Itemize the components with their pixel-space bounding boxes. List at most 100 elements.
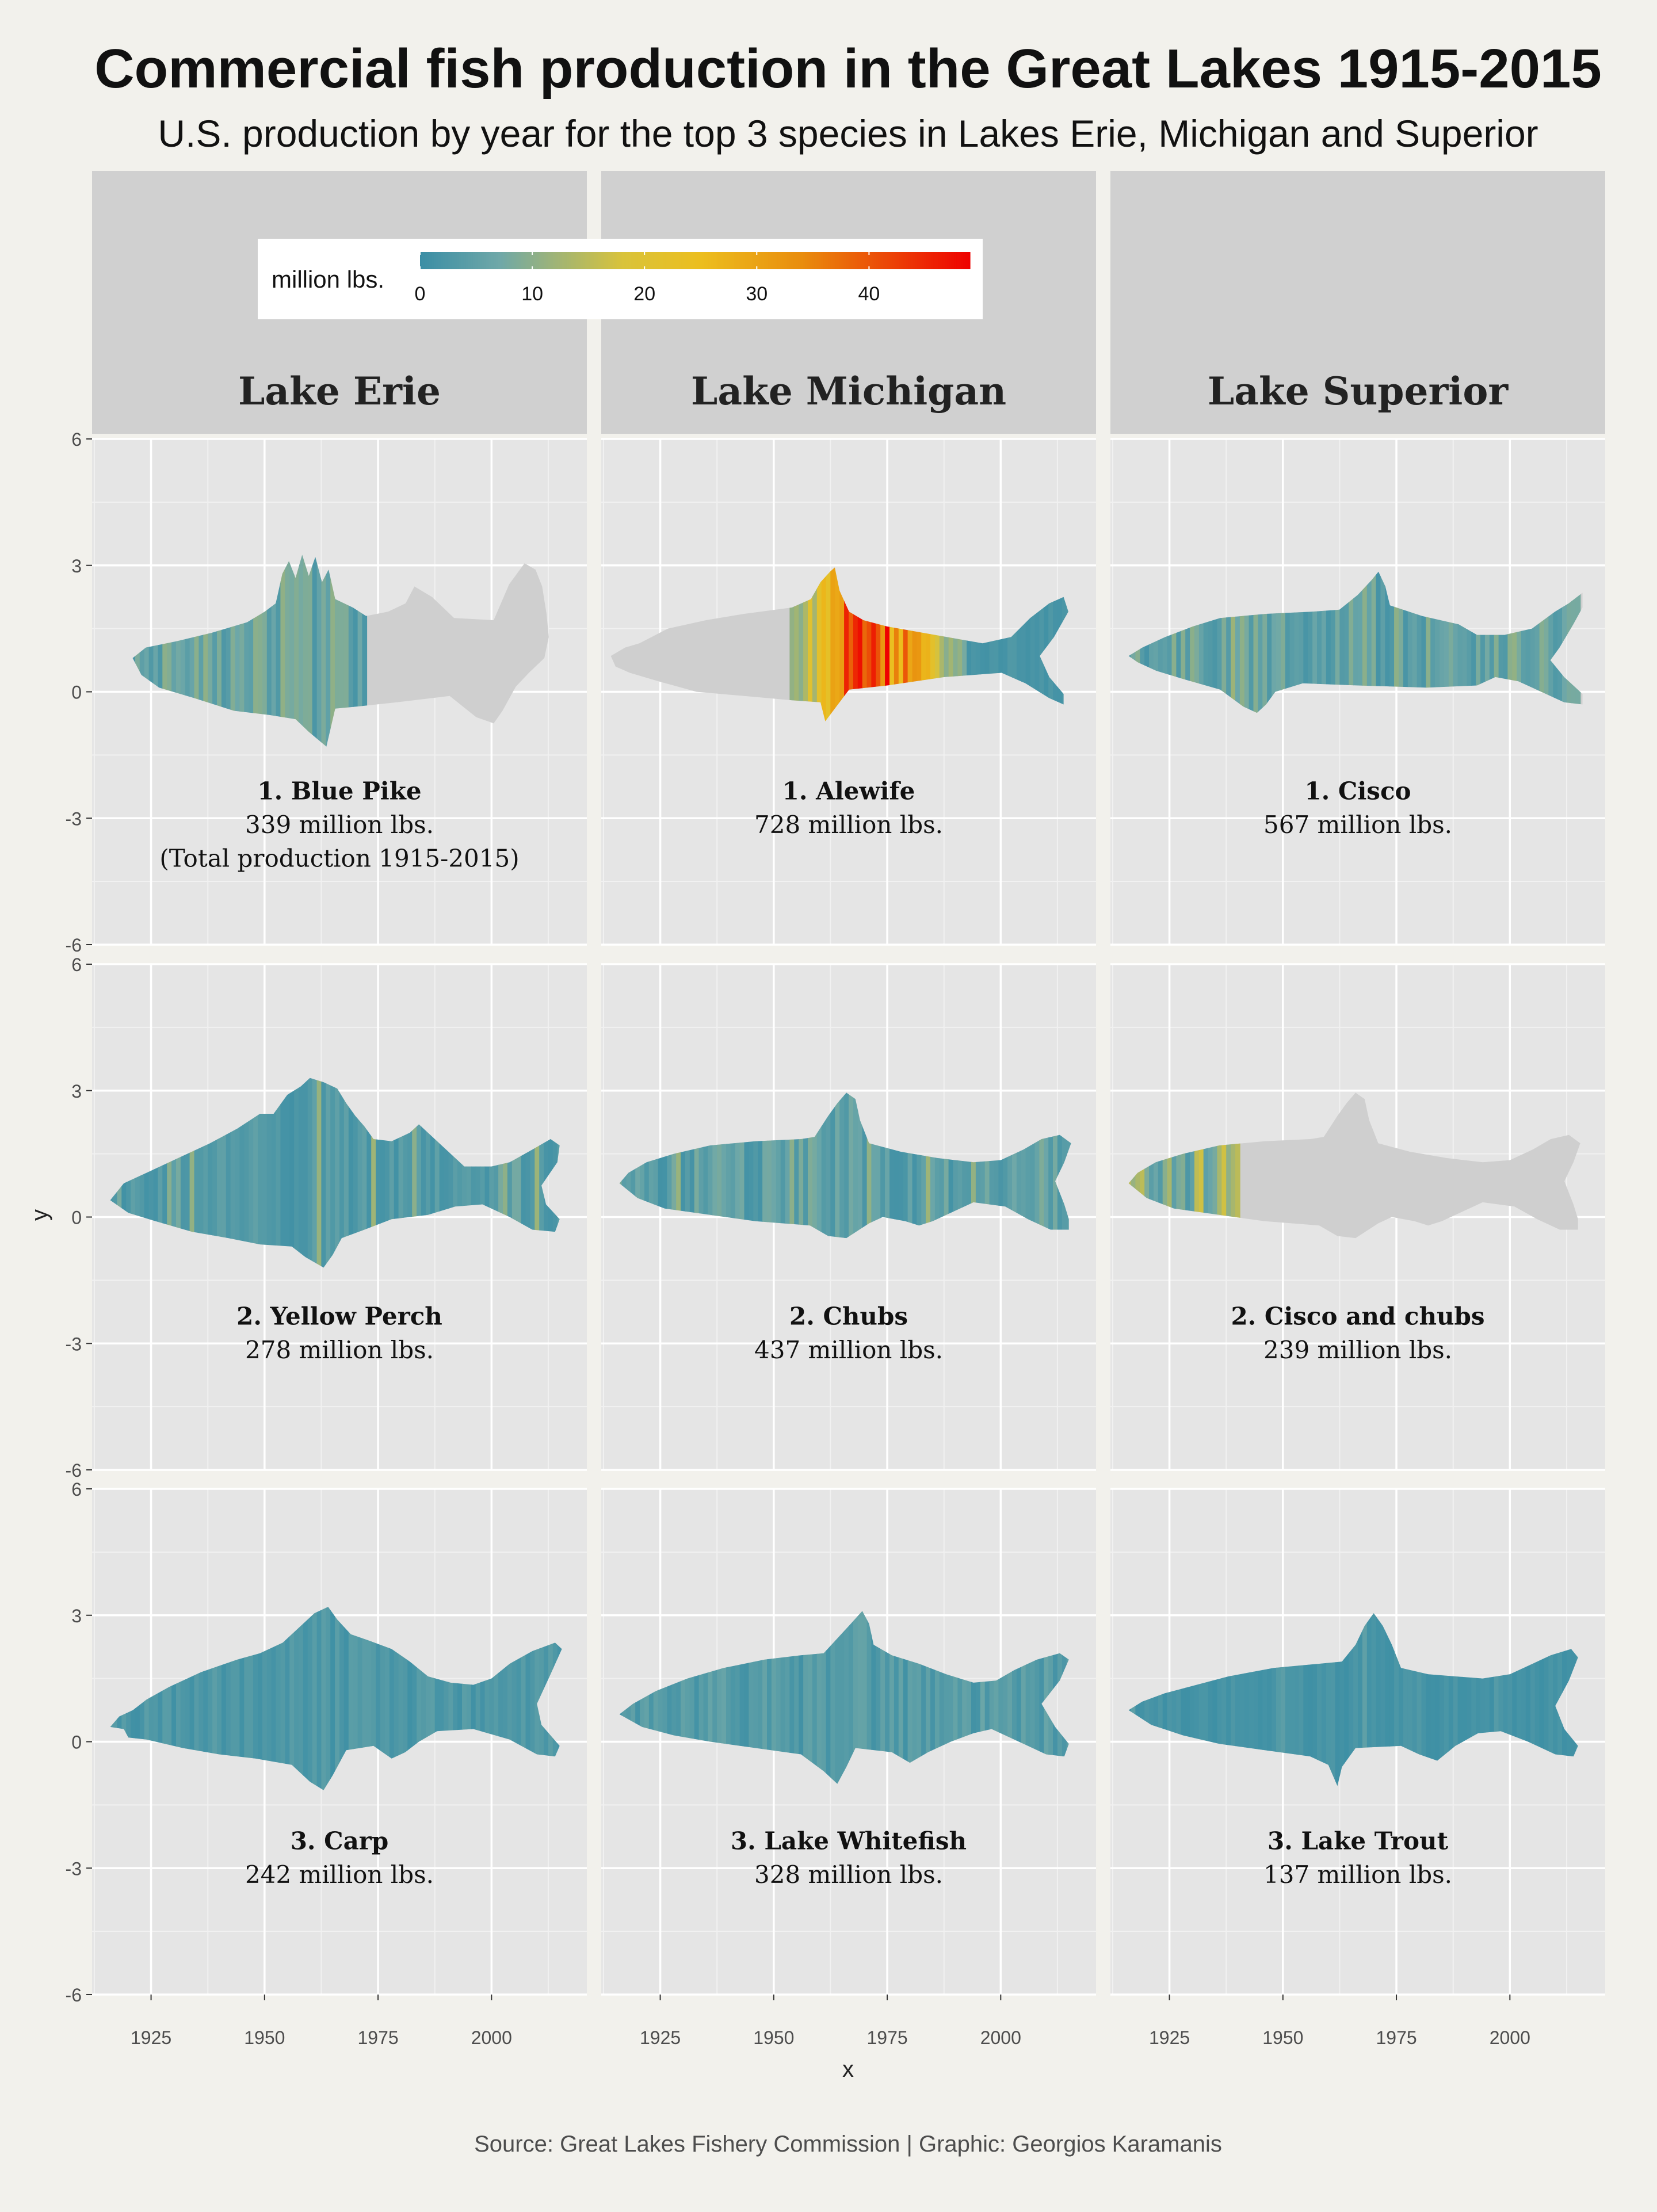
year-stripe — [862, 567, 868, 721]
year-stripe — [849, 1092, 854, 1239]
legend-color-step — [782, 252, 785, 269]
year-stripe — [198, 1607, 204, 1790]
year-stripe — [158, 1607, 163, 1790]
facet-strip-label: Lake Erie — [238, 369, 441, 414]
year-stripe — [235, 555, 240, 747]
year-stripe — [1489, 1613, 1495, 1786]
year-stripe — [1462, 1613, 1468, 1786]
legend-color-step — [704, 252, 707, 269]
legend-tick-label: 20 — [633, 283, 655, 305]
legend-color-step — [860, 252, 863, 269]
year-stripe — [903, 567, 908, 721]
legend-color-step — [770, 252, 774, 269]
legend-color-step — [803, 252, 805, 269]
year-stripe — [735, 1611, 740, 1784]
legend-color-step — [929, 252, 931, 269]
year-stripe — [471, 1607, 476, 1790]
year-stripe — [739, 1092, 745, 1239]
year-stripe — [1276, 571, 1281, 713]
year-stripe — [1476, 571, 1481, 713]
year-stripe — [948, 1092, 954, 1239]
legend-color-step — [883, 252, 886, 269]
year-stripe — [280, 555, 286, 747]
species-label: 1. Alewife — [782, 777, 915, 805]
legend-color-step — [558, 252, 560, 269]
facet-strip-label: Lake Superior — [1208, 369, 1509, 414]
year-stripe — [1517, 571, 1522, 713]
total-label: 339 million lbs. — [245, 811, 434, 839]
year-stripe — [975, 567, 981, 721]
year-stripe — [1349, 1613, 1354, 1786]
year-stripe — [1272, 571, 1277, 713]
year-stripe — [753, 1611, 758, 1784]
year-stripe — [880, 567, 885, 721]
legend-color-step — [621, 252, 625, 269]
year-stripe — [780, 1092, 786, 1239]
year-stripe — [144, 1078, 150, 1268]
year-stripe — [771, 1092, 777, 1239]
year-stripe — [989, 567, 995, 721]
year-stripe — [1176, 1092, 1182, 1239]
year-stripe — [316, 555, 322, 747]
year-stripe — [1149, 1092, 1154, 1239]
year-stripe — [1440, 571, 1445, 713]
legend-color-step — [654, 252, 656, 269]
legend-color-step — [878, 252, 881, 269]
legend-color-step — [628, 252, 632, 269]
legend-color-step — [959, 252, 961, 269]
year-stripe — [425, 1078, 431, 1268]
year-stripe — [403, 1078, 408, 1268]
year-stripe — [853, 567, 858, 721]
legend-color-step — [826, 252, 828, 269]
year-stripe — [1039, 1611, 1045, 1784]
legend-color-step — [889, 252, 893, 269]
year-stripe — [417, 1607, 422, 1790]
year-stripe — [171, 1607, 177, 1790]
year-stripe — [1353, 1613, 1358, 1786]
legend-color-step — [816, 252, 819, 269]
year-stripe — [299, 555, 304, 747]
year-stripe — [153, 555, 159, 747]
year-stripe — [762, 1092, 768, 1239]
legend-color-step — [631, 252, 634, 269]
legend-tick-label: 10 — [521, 283, 543, 305]
year-stripe — [176, 1078, 181, 1268]
year-stripe — [816, 1611, 822, 1784]
year-stripe — [1016, 1611, 1022, 1784]
legend-color-step — [846, 252, 849, 269]
year-stripe — [330, 555, 335, 747]
year-stripe — [1154, 571, 1159, 713]
legend-color-step — [734, 252, 737, 269]
legend-color-step — [747, 252, 751, 269]
year-stripe — [1317, 571, 1322, 713]
year-stripe — [208, 1607, 213, 1790]
year-stripe — [749, 1611, 754, 1784]
year-stripe — [189, 1607, 195, 1790]
legend-color-step — [940, 252, 943, 269]
year-stripe — [1503, 571, 1509, 713]
year-stripe — [394, 1607, 399, 1790]
fish-stripes — [132, 555, 368, 747]
legend-color-step — [903, 252, 907, 269]
year-stripe — [203, 1078, 208, 1268]
year-stripe — [849, 567, 854, 721]
legend-color-step — [514, 252, 517, 269]
year-stripe — [821, 1611, 827, 1784]
year-stripe — [1253, 1613, 1259, 1786]
year-stripe — [226, 1607, 231, 1790]
year-stripe — [721, 1611, 727, 1784]
legend-color-step — [518, 252, 521, 269]
year-stripe — [1453, 571, 1459, 713]
year-stripe — [926, 1611, 931, 1784]
year-stripe — [262, 1607, 268, 1790]
year-stripe — [462, 1607, 467, 1790]
year-stripe — [1212, 1613, 1218, 1786]
year-stripe — [316, 1078, 322, 1268]
year-stripe — [1299, 571, 1304, 713]
y-tick-label: 0 — [71, 1208, 82, 1228]
year-stripe — [357, 1078, 363, 1268]
year-stripe — [1294, 571, 1300, 713]
y-tick-label: -3 — [66, 808, 82, 829]
legend-color-step — [433, 252, 437, 269]
